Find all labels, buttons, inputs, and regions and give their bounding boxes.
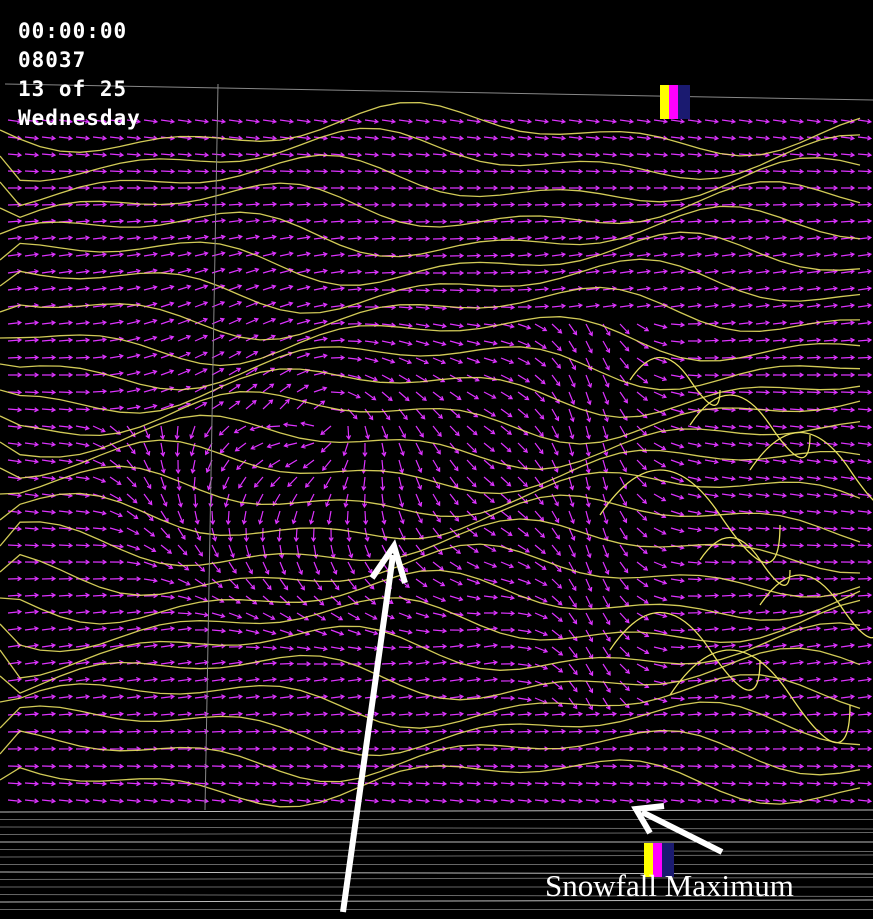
time-label: 00:00:00 — [18, 19, 127, 43]
model-display: 00:00:00 08037 13 of 25 Wednesday Snowfa… — [0, 0, 873, 919]
date-code: 08037 — [18, 48, 86, 72]
key-magenta — [669, 85, 678, 119]
color-key-top — [660, 85, 690, 119]
weekday: Wednesday — [18, 106, 141, 130]
page: {"header": {"lines": ["00:00:00", "08037… — [0, 0, 873, 919]
key-yellow — [660, 85, 669, 119]
frame-counter: 13 of 25 — [18, 77, 127, 101]
annotation-label: Snowfall Maximum — [545, 868, 794, 903]
key-navy — [678, 85, 690, 119]
